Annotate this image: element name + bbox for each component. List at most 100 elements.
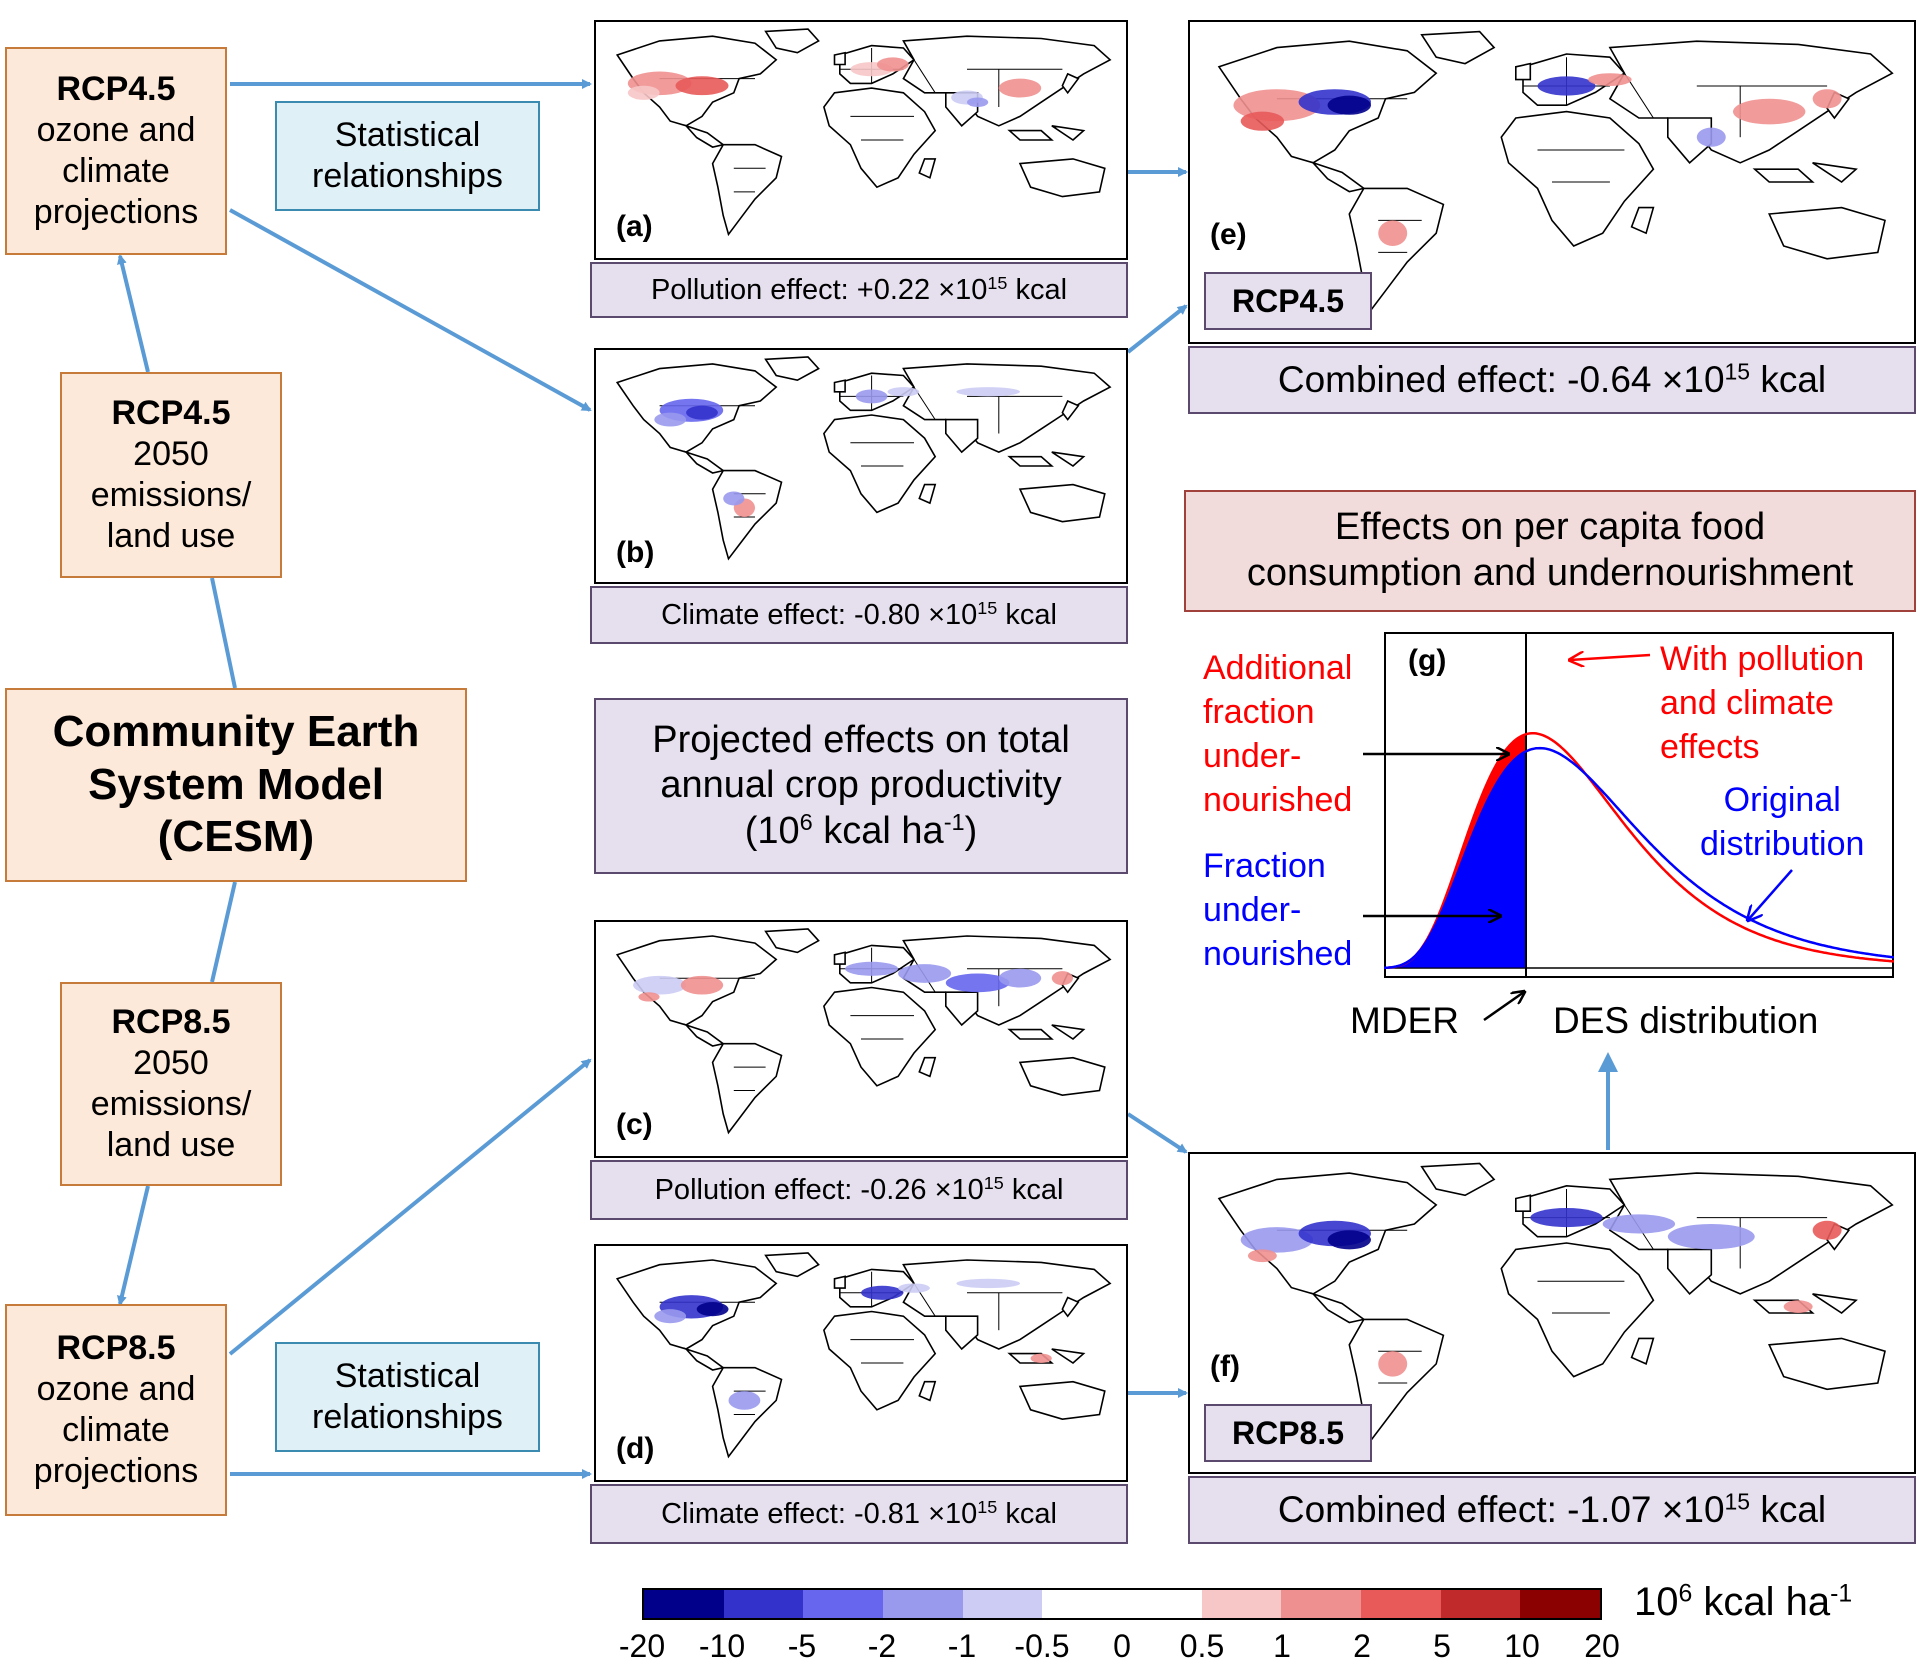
productivity-change-patch (1696, 127, 1726, 147)
box-line: land use (106, 1125, 236, 1164)
with-pollution-label: With pollution and climate effects (1660, 640, 1865, 766)
land-outline (683, 450, 726, 474)
productivity-change-patch (898, 1283, 930, 1293)
land-outline (833, 1275, 846, 1289)
land-outline (1420, 1162, 1496, 1197)
land-outline (945, 418, 979, 454)
land-outline (1348, 187, 1445, 312)
land-outline (1310, 161, 1366, 193)
arrow-mid45-to-top45 (117, 254, 150, 373)
productivity-change-patch (633, 975, 687, 995)
map-panel-b: (b) (594, 348, 1128, 584)
colorbar-tick-label: 2 (1353, 1628, 1371, 1664)
arrow-c-to-f (1126, 1112, 1188, 1154)
land-outline (1061, 72, 1080, 95)
map-panel-c: (c) (594, 920, 1128, 1158)
land-outline (902, 1259, 1112, 1350)
land-outline (1515, 62, 1532, 81)
box-line: System Model (88, 759, 384, 809)
productivity-change-patch (627, 85, 660, 100)
box-line: 2050 (133, 1044, 209, 1083)
land-outline (918, 1056, 937, 1078)
land-outline (1812, 1293, 1858, 1315)
land-outline (1812, 162, 1858, 184)
land-outline (918, 1380, 937, 1402)
panel-label-f: (f) (1210, 1350, 1240, 1383)
colorbar-segment (1361, 1590, 1441, 1618)
productivity-change-patch (1537, 76, 1596, 96)
map-panel-d: (d) (594, 1244, 1128, 1482)
caption-text: Combined effect: -1.07 ×1015 kcal (1277, 1488, 1827, 1530)
colorbar-segment (1201, 1590, 1282, 1618)
box-line: (CESM) (157, 812, 315, 862)
fraction-undernourished-label: Fraction under-nourished (1203, 847, 1353, 973)
box-line: 2050 (133, 435, 209, 474)
productivity-change-patch (998, 78, 1042, 98)
land-outline (833, 51, 846, 66)
caption-d: Climate effect: -0.81 ×1015 kcal (590, 1484, 1128, 1544)
land-outline (1018, 1380, 1106, 1421)
land-outline (1515, 1194, 1532, 1212)
land-outline (683, 1023, 726, 1047)
productivity-change-patch (1240, 1227, 1314, 1253)
land-outline (1768, 206, 1886, 260)
productivity-change-patch (1030, 1353, 1052, 1363)
world-map (1217, 1162, 1894, 1442)
land-outline (1018, 158, 1106, 198)
caption-text: Climate effect: -0.81 ×1015 kcal (661, 1496, 1057, 1530)
rcp85-emissions-title: RCP8.5 (111, 1003, 231, 1042)
productivity-change-patch (1602, 1214, 1676, 1234)
land-outline (1420, 30, 1496, 65)
rcp45-projections-title: RCP4.5 (56, 70, 176, 109)
colorbar-tick-label: 5 (1433, 1628, 1451, 1664)
caption-c: Pollution effect: -0.26 ×1015 kcal (590, 1160, 1128, 1220)
colorbar-segment (1122, 1590, 1202, 1618)
productivity-change-patch (680, 975, 724, 995)
land-outline (1500, 110, 1655, 247)
panel-label-c: (c) (616, 1108, 653, 1141)
colorbar-tick-label: -10 (698, 1628, 746, 1664)
colorbar-tick-label: -0.5 (1014, 1628, 1070, 1664)
productivity-change-patch (1247, 1249, 1277, 1263)
panel-label-b: (b) (616, 536, 655, 569)
colorbar-tick-label: 20 (1584, 1628, 1620, 1664)
projected-effects-box: Projected effects on total annual crop p… (594, 698, 1128, 874)
box-line: projections (33, 192, 199, 231)
box-line: Statistical (334, 116, 481, 155)
colorbar-tick-label: -2 (867, 1628, 897, 1664)
colorbar-segment (803, 1590, 884, 1618)
box-line: relationships (312, 1398, 503, 1436)
productivity-change-patch (1327, 95, 1371, 115)
caption-text: Combined effect: -0.64 ×1015 kcal (1277, 358, 1827, 400)
cesm-box: Community Earth System Model (CESM) (5, 688, 467, 882)
box-line: Effects on per capita food (1334, 506, 1766, 549)
box-line: projections (33, 1451, 199, 1490)
land-outline (1007, 1028, 1054, 1040)
land-outline (1630, 1337, 1655, 1366)
rcp45-emissions-box: RCP4.5 2050 emissions/ land use (60, 372, 282, 578)
colorbar-tick-label: 0 (1113, 1628, 1131, 1664)
box-line: (106 kcal ha-1) (744, 808, 978, 852)
land-outline (1500, 1242, 1655, 1378)
productivity-change-patch (1667, 1223, 1755, 1250)
arrow-b-to-e (1126, 304, 1188, 354)
productivity-change-patch (845, 961, 899, 976)
productivity-change-patch (956, 1278, 1020, 1289)
land-outline (1007, 129, 1054, 141)
scenario-badge-f: RCP8.5 (1204, 1404, 1372, 1462)
caption-a: Pollution effect: +0.22 ×1015 kcal (590, 262, 1128, 318)
productivity-change-patch (1783, 1300, 1813, 1313)
land-outline (711, 143, 783, 237)
caption-e: Combined effect: -0.64 ×1015 kcal (1188, 346, 1916, 414)
arrow-rcp85-to-c (228, 1058, 592, 1356)
productivity-change-patch (686, 405, 718, 420)
box-line: Projected effects on total (652, 718, 1070, 761)
world-map (615, 928, 1112, 1135)
productivity-change-patch (654, 412, 687, 427)
map-panel-a: (a) (594, 20, 1128, 260)
colorbar-segment (1042, 1590, 1123, 1618)
original-curve (1384, 746, 1894, 970)
box-line: Statistical (334, 1357, 481, 1396)
land-outline (945, 991, 979, 1027)
scenario-badge-e: RCP4.5 (1204, 272, 1372, 330)
